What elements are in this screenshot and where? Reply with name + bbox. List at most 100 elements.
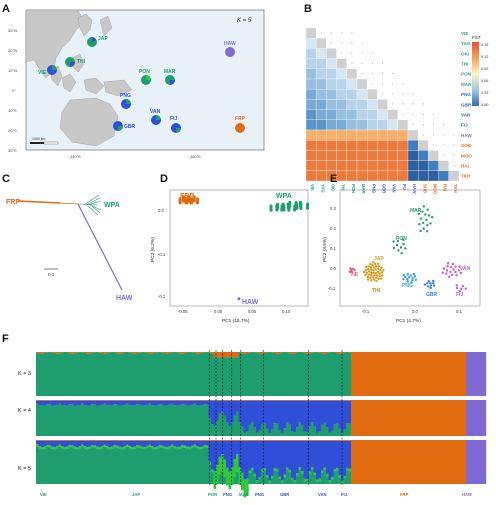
structure-bar-segment [221, 472, 224, 484]
structure-bar-segment [454, 352, 457, 396]
structure-bar-segment [424, 352, 427, 396]
structure-bar-segment [294, 441, 297, 480]
structure-bar-segment [166, 352, 169, 354]
structure-bar-segment [269, 433, 272, 436]
structure-bar-segment [426, 352, 429, 396]
structure-bar-segment [56, 401, 59, 405]
pca-e-point [445, 272, 447, 274]
structure-bar-segment [71, 448, 74, 484]
pca-e-point [381, 271, 383, 273]
structure-bar-segment [126, 404, 129, 436]
structure-bar-segment [419, 400, 422, 436]
structure-bar-segment [206, 446, 209, 448]
structure-bar-segment [271, 353, 274, 396]
structure-bar-segment [304, 481, 307, 484]
structure-bar-segment [156, 441, 159, 447]
structure-bar-segment [149, 441, 152, 445]
heatmap-cell [347, 69, 357, 79]
structure-bar-segment [154, 352, 157, 353]
structure-bar-segment [219, 440, 222, 441]
structure-bar-segment [366, 440, 369, 484]
structure-bar-segment [424, 440, 427, 484]
structure-bar-segment [111, 441, 114, 447]
structure-bar-segment [89, 447, 92, 449]
heatmap-cell [316, 171, 326, 181]
heatmap-cell [306, 120, 316, 130]
heatmap-cell [316, 150, 326, 160]
pca-e-point [420, 218, 422, 220]
structure-bar-segment [466, 440, 469, 484]
structure-bar-segment [114, 352, 117, 353]
structure-bar-segment [271, 400, 274, 401]
structure-bar-segment [369, 440, 372, 484]
structure-bar-segment [256, 441, 259, 480]
structure-bar-segment [286, 352, 289, 396]
structure-bar-segment [91, 441, 94, 445]
structure-bar-segment [76, 406, 79, 436]
structure-bar-segment [356, 352, 359, 396]
structure-bar-segment [249, 440, 252, 441]
structure-bar-segment [169, 353, 172, 396]
structure-bar-segment [91, 352, 94, 353]
structure-bar-segment [224, 440, 227, 441]
structure-bar-segment [179, 440, 182, 441]
structure-bar-segment [174, 401, 177, 405]
site-pie-vie [47, 65, 57, 75]
heatmap-cell [316, 69, 326, 79]
heatmap-cell [449, 110, 459, 120]
pca-e-labels: MAR PON JAP VIE THI PNG GBR VAN FIJ [350, 208, 471, 298]
structure-bar-segment [116, 401, 119, 405]
pca-e-point [432, 282, 434, 284]
structure-bar-segment [66, 447, 69, 449]
pca-d-point [178, 201, 181, 204]
structure-bar-segment [316, 441, 319, 480]
structure-bar-segment [144, 400, 147, 401]
structure-bar-segment [279, 430, 282, 436]
structure-bar-segment [294, 401, 297, 433]
structure-bar-segment [114, 404, 117, 436]
heatmap-cell [357, 89, 367, 99]
structure-bar-segment [154, 441, 157, 447]
heatmap-cell [439, 89, 449, 99]
pca-e-point [446, 265, 448, 267]
heatmap-cell [388, 171, 398, 181]
map-lon-ticks: 140°E 160°E [70, 154, 201, 159]
structure-bar-segment [346, 471, 349, 484]
heatmap-col-label: VAN [392, 184, 397, 193]
structure-bar-segment [61, 405, 64, 436]
structure-bar-segment [266, 401, 269, 429]
structure-bar-segment [276, 400, 279, 401]
structure-bar-segment [69, 441, 72, 445]
structure-bar-segment [164, 447, 167, 449]
heatmap-cell [326, 110, 336, 120]
structure-bar-segment [434, 352, 437, 396]
structure-bar-segment [124, 400, 127, 401]
heatmap-cell [347, 110, 357, 120]
structure-bar-segment [191, 405, 194, 436]
structure-bar-segment [339, 475, 342, 477]
structure-bar-segment [144, 440, 147, 441]
structure-bar-segment [211, 424, 214, 436]
structure-bar-segment [339, 352, 342, 354]
structure-bar-segment [401, 352, 404, 396]
heatmap-cell [377, 150, 387, 160]
structure-bar-segment [101, 441, 104, 446]
structure-bar-segment [404, 440, 407, 484]
pca-e-point [411, 277, 413, 279]
structure-bar-segment [226, 468, 229, 486]
structure-bar-segment [264, 440, 267, 441]
structure-bar-segment [361, 440, 364, 484]
structure-bar-segment [301, 441, 304, 471]
structure-bar-segment [229, 357, 232, 396]
structure-bar-segment [84, 441, 87, 446]
structure-bar-segment [246, 431, 249, 436]
structure-bar-segment [99, 353, 102, 396]
heatmap-col-label: TKH [453, 184, 458, 193]
structure-bar-segment [39, 448, 42, 484]
pop-label-van: VAN [318, 492, 327, 497]
structure-bar-segment [211, 441, 214, 470]
structure-bar-segment [386, 400, 389, 436]
pca-d-point [282, 208, 285, 211]
structure-bar-segment [36, 352, 39, 353]
heatmap-cell [388, 38, 398, 48]
